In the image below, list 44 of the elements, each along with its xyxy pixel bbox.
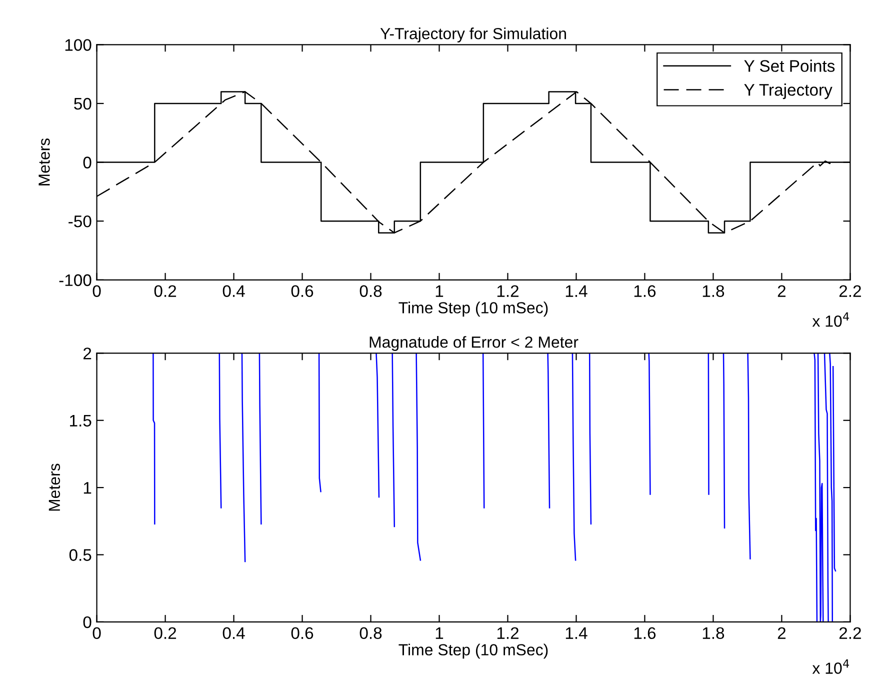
x-tick-label: 1.6	[634, 627, 656, 640]
y-tick-label: 50	[74, 98, 92, 110]
x-tick-label: 1.8	[702, 627, 724, 640]
chart-title: Magnatude of Error < 2 Meter	[370, 336, 578, 351]
x-tick-label: 0.4	[222, 627, 245, 640]
x-tick-label: 2	[778, 627, 786, 639]
x-tick-label: 0	[92, 285, 101, 297]
x-tick-label: 1.8	[702, 285, 724, 297]
legend-label: Y Trajectory	[744, 84, 832, 100]
x-axis-title: Time Step (10 mSec)	[398, 302, 548, 317]
x-tick-label: 0.8	[360, 285, 382, 297]
y-tick-label: -50	[68, 215, 92, 228]
y-tick-label: 0.5	[69, 549, 92, 561]
x-tick-label: 0.2	[154, 285, 176, 297]
x-tick-label: 1.2	[497, 627, 518, 639]
chart-title: Y-Trajectory for Simulation	[380, 28, 566, 42]
x-tick-label: 0	[92, 627, 101, 640]
x-tick-label: 1.4	[566, 285, 588, 297]
x-tick-label: 0.8	[360, 627, 382, 640]
text: x 10$^{4}$	[812, 659, 850, 674]
y-tick-label: 0	[83, 156, 92, 168]
x-tick-label: 1.6	[634, 285, 656, 297]
x-tick-label: 2	[778, 285, 786, 297]
y-tick-label: 1	[84, 482, 92, 494]
y-tick-label: 100	[65, 39, 92, 51]
x-axis-title: Time Step (10 mSec)	[398, 644, 548, 659]
legend-label: Y Set Points	[744, 60, 835, 72]
x-tick-label: 0.2	[154, 627, 176, 640]
text: x 10$^{4}$	[812, 312, 850, 327]
y-axis-title: Meters	[48, 464, 60, 511]
x-tick-label: 1	[436, 627, 444, 639]
y-tick-label: -100	[59, 274, 92, 286]
y-axis-title: Meters	[38, 138, 50, 186]
y-tick-label: 2	[84, 348, 92, 360]
x-tick-label: 0.6	[291, 627, 314, 640]
y-tick-label: 1.5	[70, 414, 92, 427]
x-tick-label: 0.4	[222, 285, 245, 297]
x-tick-label: 2.2	[839, 627, 861, 639]
x-tick-label: 0.6	[291, 285, 314, 297]
x-tick-label: 1.2	[497, 285, 518, 297]
x-tick-label: 1.4	[566, 627, 588, 639]
y-tick-label: 0	[83, 616, 92, 628]
x-tick-label: 1	[436, 285, 444, 297]
x-tick-label: 2.2	[839, 285, 861, 297]
